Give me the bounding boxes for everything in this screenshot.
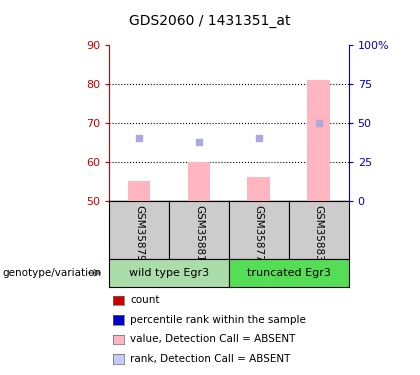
Text: rank, Detection Call = ABSENT: rank, Detection Call = ABSENT [130, 354, 291, 364]
Text: percentile rank within the sample: percentile rank within the sample [130, 315, 306, 325]
Text: count: count [130, 296, 160, 305]
Text: genotype/variation: genotype/variation [2, 268, 101, 278]
Point [315, 120, 322, 126]
Point [196, 139, 202, 145]
Text: GSM35877: GSM35877 [254, 205, 264, 262]
Point [255, 135, 262, 141]
Text: GSM35879: GSM35879 [134, 205, 144, 262]
Text: GSM35883: GSM35883 [314, 205, 324, 262]
Text: truncated Egr3: truncated Egr3 [247, 268, 331, 278]
Text: value, Detection Call = ABSENT: value, Detection Call = ABSENT [130, 334, 296, 344]
Text: GSM35881: GSM35881 [194, 205, 204, 262]
Point [136, 135, 142, 141]
Bar [128, 181, 150, 201]
Text: wild type Egr3: wild type Egr3 [129, 268, 209, 278]
Bar [307, 80, 330, 201]
Text: GDS2060 / 1431351_at: GDS2060 / 1431351_at [129, 13, 291, 28]
Bar [188, 162, 210, 201]
Bar [247, 177, 270, 201]
